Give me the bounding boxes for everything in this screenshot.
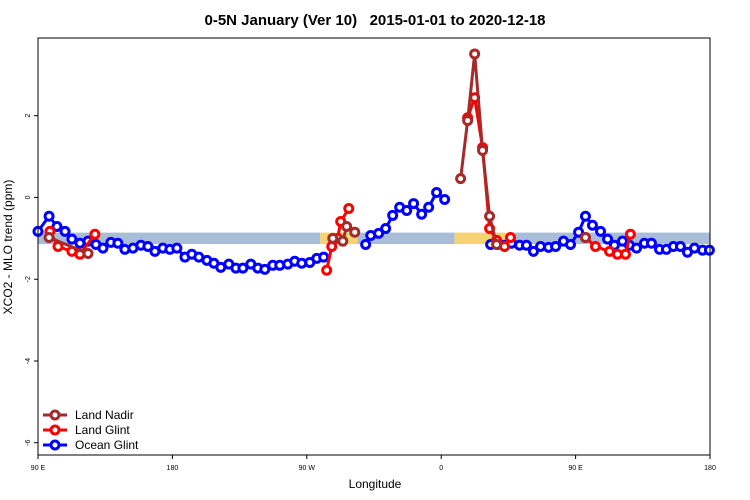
data-point — [416, 208, 428, 220]
data-point — [484, 210, 496, 222]
data-point — [401, 205, 413, 217]
y-tick-label: -6 — [25, 440, 32, 446]
x-tick-label: 90 E — [568, 465, 583, 472]
legend-marker — [49, 409, 61, 421]
data-point — [237, 262, 249, 274]
data-point — [469, 48, 481, 60]
data-point — [565, 238, 577, 250]
data-point — [645, 237, 657, 249]
data-point — [171, 242, 183, 254]
data-point — [573, 226, 585, 238]
data-point — [142, 241, 154, 252]
data-point — [491, 238, 503, 250]
data-point — [59, 225, 71, 237]
plot-frame — [37, 37, 711, 456]
data-point — [586, 219, 598, 231]
data-point — [579, 210, 591, 222]
data-point — [527, 245, 539, 257]
data-point — [43, 210, 55, 222]
data-point — [380, 223, 392, 235]
data-point — [349, 226, 361, 238]
data-point — [408, 198, 420, 210]
data-point — [602, 233, 614, 245]
data-point — [337, 235, 349, 247]
x-tick-label: 90 E — [31, 465, 46, 472]
reference-band — [454, 232, 510, 245]
legend-marker — [49, 424, 61, 436]
reference-band — [357, 232, 455, 245]
data-point — [504, 232, 516, 244]
y-tick-label: -2 — [25, 276, 32, 282]
legend-label: Land Nadir — [75, 408, 134, 422]
data-point — [318, 251, 330, 263]
data-point — [321, 264, 333, 276]
data-point — [82, 247, 94, 259]
x-tick-label: 0 — [439, 465, 443, 472]
data-point — [89, 228, 101, 240]
data-point — [520, 239, 532, 251]
data-point — [97, 242, 109, 254]
data-point — [589, 241, 601, 252]
data-point — [52, 241, 64, 252]
data-point — [703, 244, 715, 256]
data-point — [327, 232, 339, 244]
y-tick-label: 2 — [25, 114, 32, 118]
data-point — [579, 232, 591, 244]
legend-label: Land Glint — [75, 423, 130, 437]
data-point — [373, 227, 385, 239]
y-tick-label: 0 — [25, 195, 32, 199]
data-point — [66, 233, 78, 245]
reference-band — [38, 232, 321, 245]
data-point — [439, 193, 451, 205]
data-point — [341, 220, 353, 232]
data-point — [477, 144, 489, 156]
data-point — [431, 187, 443, 199]
legend-label: Ocean Glint — [75, 438, 139, 452]
series-line — [49, 54, 585, 254]
data-point — [455, 173, 467, 185]
data-point — [624, 228, 636, 240]
x-axis-label: Longitude — [349, 477, 402, 491]
data-point — [343, 202, 355, 214]
x-tick-label: 180 — [167, 465, 179, 472]
data-point — [423, 201, 435, 213]
x-tick-label: 180 — [704, 465, 716, 472]
data-point — [259, 263, 271, 275]
data-point — [51, 220, 63, 232]
data-point — [595, 225, 607, 237]
data-point — [462, 115, 474, 127]
data-point — [360, 238, 372, 250]
chart-title: 0-5N January (Ver 10) 2015-01-01 to 2020… — [204, 12, 545, 29]
data-point — [112, 237, 124, 249]
data-point — [631, 242, 643, 254]
data-point — [619, 248, 631, 260]
x-tick-label: 90 W — [299, 465, 316, 472]
y-axis-label: XCO2 - MLO trend (ppm) — [1, 180, 15, 315]
data-point — [43, 232, 55, 244]
data-point — [550, 241, 562, 252]
data-point — [674, 241, 686, 252]
legend-marker — [49, 439, 61, 451]
y-tick-label: -4 — [25, 358, 32, 364]
data-point — [387, 209, 399, 221]
